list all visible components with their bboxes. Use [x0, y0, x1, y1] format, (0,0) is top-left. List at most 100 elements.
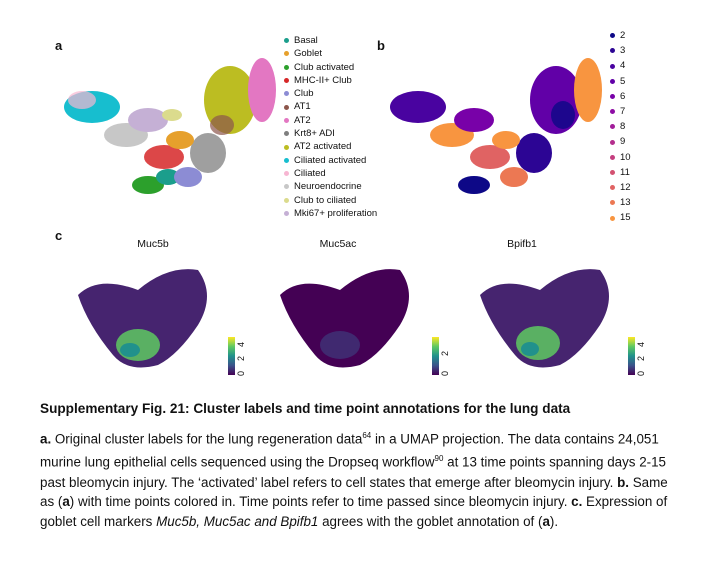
legend-timepoint-label: 6 — [620, 90, 626, 102]
caption-a-letter: a. — [40, 431, 52, 447]
legend-timepoint-entry: 9 — [610, 134, 631, 149]
figure-caption: a. Original cluster labels for the lung … — [40, 426, 680, 532]
tick-muc5b-4: 4 — [236, 341, 246, 347]
legend-timepoint-swatch — [610, 169, 615, 175]
legend-timepoint-entry: 6 — [610, 89, 631, 104]
legend-cluster-swatch — [284, 91, 289, 97]
legend-timepoint-swatch — [610, 48, 615, 54]
figure-title: Supplementary Fig. 21: Cluster labels an… — [40, 401, 571, 416]
gene-title-bpifb1: Bpifb1 — [507, 238, 537, 250]
panel-label-b: b — [377, 38, 385, 53]
panel-label-c: c — [55, 228, 63, 243]
cluster-basal — [156, 169, 180, 185]
legend-cluster-entry: Krt8+ ADI — [284, 127, 377, 140]
legend-cluster-swatch — [284, 117, 289, 123]
legend-timepoint-entry: 4 — [610, 58, 631, 73]
legend-cluster-label: Basal — [294, 35, 318, 46]
colorbar-bpifb1 — [628, 337, 635, 375]
legend-cluster-swatch — [284, 51, 289, 57]
legend-cluster-label: Goblet — [294, 48, 322, 60]
legend-cluster-label: Club activated — [294, 61, 355, 73]
legend-timepoint-label: 4 — [620, 60, 626, 72]
legend-timepoint-entry: 11 — [610, 165, 631, 180]
legend-cluster-swatch — [284, 38, 289, 44]
legend-cluster-entry: Goblet — [284, 47, 377, 60]
tick-muc5ac-0: 0 — [440, 370, 450, 376]
legend-timepoint-label: 11 — [620, 166, 630, 178]
legend-timepoint-entry: 12 — [610, 180, 631, 195]
legend-timepoint-label: 2 — [620, 30, 626, 41]
umap-cluster-cells — [64, 58, 276, 194]
panel-label-a: a — [55, 38, 63, 53]
legend-cluster-swatch — [284, 171, 289, 177]
colorbar-muc5b — [228, 337, 235, 375]
gene-title-muc5ac: Muc5ac — [319, 238, 357, 250]
legend-cluster-entry: Club — [284, 87, 377, 100]
legend-cluster-entry: Ciliated activated — [284, 154, 377, 167]
cluster-club-to-ciliated — [162, 109, 182, 121]
legend-timepoint-label: 3 — [620, 45, 626, 57]
legend-cluster-swatch — [284, 131, 289, 137]
legend-cluster-entry: MHC-II+ Club — [284, 74, 377, 87]
legend-cluster-entry: Ciliated — [284, 167, 377, 180]
cluster-club-activated — [132, 176, 164, 194]
legend-cluster-entry: Club to ciliated — [284, 194, 377, 207]
caption-c-text-2: agrees with the goblet annotation of ( — [318, 514, 543, 530]
legend-timepoint-label: 13 — [620, 197, 631, 209]
umap-cluster-plot — [64, 58, 276, 194]
legend-cluster-entry: Mki67+ proliferation — [284, 207, 377, 220]
caption-b-text-1: Same as ( — [40, 474, 668, 510]
tick-muc5ac-2: 2 — [440, 350, 450, 356]
legend-timepoint-label: 9 — [620, 136, 626, 148]
caption-b-text-2: ) with time points colored in. Time poin… — [69, 494, 572, 510]
legend-cluster-label: AT2 — [294, 114, 311, 126]
tick-bpifb1-4: 4 — [636, 341, 646, 347]
colorbar-muc5ac — [432, 337, 439, 375]
legend-cluster-swatch — [284, 78, 289, 84]
legend-cluster-label: MHC-II+ Club — [294, 74, 352, 86]
cluster-ciliated — [68, 91, 96, 109]
legend-timepoint-swatch — [610, 78, 615, 84]
legend-timepoint-swatch — [610, 154, 615, 160]
umap-timepoint-cells — [390, 58, 602, 194]
legend-timepoint-entry: 15 — [610, 210, 631, 225]
legend-timepoint-swatch — [610, 109, 615, 115]
legend-timepoint-entry: 10 — [610, 150, 631, 165]
tick-bpifb1-2: 2 — [636, 355, 646, 361]
caption-b-letter: b. — [617, 474, 629, 490]
umap-bpifb1 — [480, 269, 609, 368]
umap-muc5ac — [280, 269, 409, 368]
legend-timepoint-entry: 2 — [610, 28, 631, 43]
caption-ref-64: 64 — [362, 431, 372, 440]
legend-timepoint-entry: 8 — [610, 119, 631, 134]
umap-muc5b — [78, 269, 207, 368]
legend-timepoint-label: 7 — [620, 106, 626, 118]
cluster-club — [174, 167, 202, 187]
legend-timepoint-swatch — [610, 124, 615, 130]
caption-c-letter: c. — [571, 494, 583, 510]
legend-cluster-label: Club — [294, 88, 314, 100]
legend-cluster-swatch — [284, 184, 289, 190]
gene-title-muc5b: Muc5b — [137, 238, 169, 250]
legend-clusters: Basal Goblet Club activated MHC-II+ Club Clu… — [284, 34, 377, 220]
legend-cluster-swatch — [284, 64, 289, 70]
legend-cluster-entry: Basal — [284, 34, 377, 47]
caption-a-text-2: in a UMAP projection. The data contains … — [40, 431, 659, 470]
legend-cluster-entry: AT1 — [284, 100, 377, 113]
legend-timepoint-label: 15 — [620, 212, 631, 224]
legend-cluster-label: AT1 — [294, 101, 311, 113]
legend-cluster-entry: Club activated — [284, 61, 377, 74]
caption-ref-90: 90 — [434, 454, 444, 464]
legend-cluster-label: AT2 activated — [294, 141, 352, 153]
caption-c-text-3: ). — [549, 514, 559, 530]
legend-cluster-swatch — [284, 104, 289, 110]
legend-cluster-label: Mki67+ proliferation — [294, 207, 378, 219]
legend-cluster-swatch — [284, 157, 289, 163]
cluster-at2 — [248, 58, 276, 122]
caption-a-text-1: Original cluster labels for the lung reg… — [51, 431, 363, 447]
tick-muc5b-2: 2 — [236, 355, 246, 361]
legend-timepoint-swatch — [610, 215, 615, 221]
legend-timepoint-entry: 3 — [610, 43, 631, 58]
legend-timepoint-swatch — [610, 200, 615, 206]
cluster-goblet — [166, 131, 194, 149]
